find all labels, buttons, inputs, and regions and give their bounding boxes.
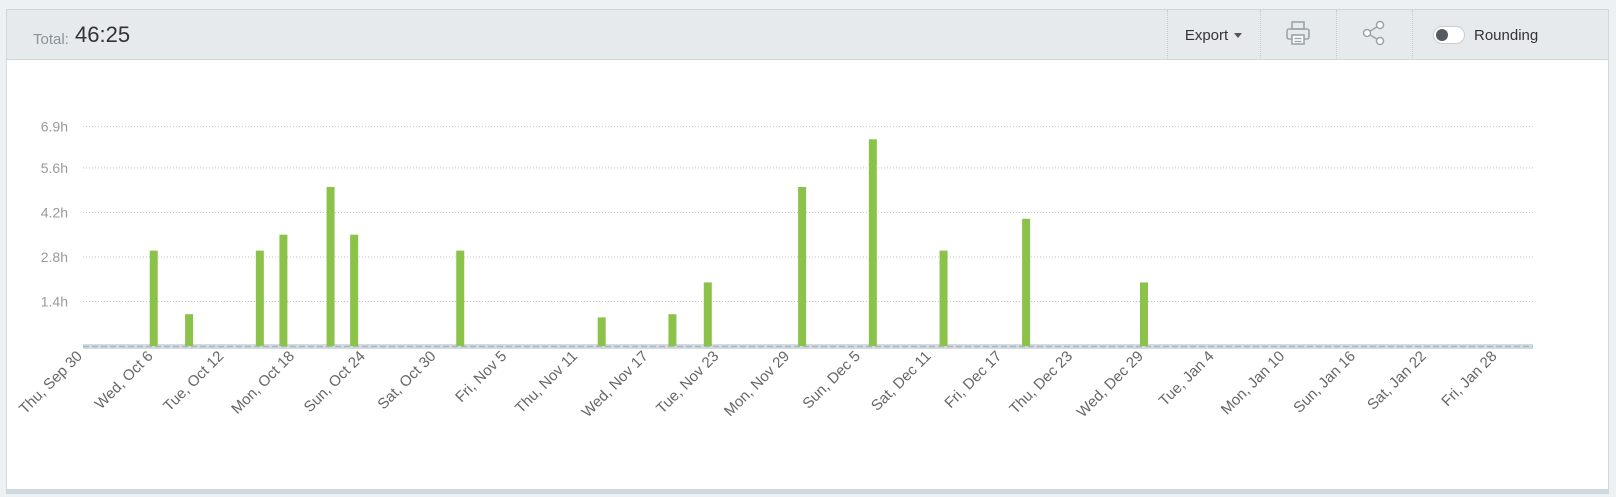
x-tick-label: Fri, Dec 17 [941,348,1005,412]
bar [869,139,877,346]
bar [1140,282,1148,346]
bar [668,314,676,346]
x-tick-label: Wed, Dec 29 [1074,348,1147,421]
bar [256,251,264,346]
share-button[interactable] [1336,10,1412,60]
rounding-toggle[interactable]: Rounding [1433,10,1538,60]
x-tick-label: Sat, Jan 22 [1364,348,1430,414]
bar [598,317,606,346]
print-button[interactable] [1260,10,1336,60]
x-tick-label: Tue, Oct 12 [160,348,227,415]
report-panel: Total: 46:25 Export [6,9,1609,494]
y-tick-label: 1.4h [41,293,68,309]
total-value: 46:25 [75,22,130,48]
toggle-knob [1436,29,1448,41]
rounding-label: Rounding [1474,27,1538,44]
bar [456,251,464,346]
y-tick-label: 4.2h [41,204,68,220]
x-tick-label: Sat, Oct 30 [374,348,439,413]
report-header: Total: 46:25 Export [7,10,1608,60]
x-tick-label: Sun, Dec 5 [799,348,864,413]
export-label: Export [1185,27,1228,44]
y-tick-label: 2.8h [41,249,68,265]
export-button[interactable]: Export [1167,10,1260,60]
bar [798,187,806,346]
printer-icon [1284,19,1312,52]
share-icon [1360,19,1388,52]
header-divider [1412,10,1413,60]
rounding-switch[interactable] [1433,26,1465,44]
x-tick-label: Mon, Nov 29 [721,348,793,420]
panel-bottom-border [7,489,1608,493]
x-tick-label: Thu, Nov 11 [512,348,581,417]
bar [279,235,287,346]
bar [350,235,358,346]
x-tick-label: Sun, Jan 16 [1290,348,1359,417]
x-tick-label: Sun, Oct 24 [301,348,369,416]
bar [327,187,335,346]
x-tick-label: Mon, Oct 18 [228,348,298,418]
bar [940,251,948,346]
x-tick-label: Fri, Nov 5 [452,348,510,406]
chevron-down-icon [1234,33,1242,38]
x-tick-label: Sat, Dec 11 [868,348,935,415]
bar [1022,219,1030,346]
x-tick-label: Wed, Nov 17 [579,348,652,421]
x-tick-label: Wed, Oct 6 [92,348,157,413]
x-tick-label: Tue, Jan 4 [1156,348,1218,410]
bar [185,314,193,346]
bar-chart: 1.4h 2.8h 4.2h 5.6h 6.9h Thu, Sep 30 Wed, Oct … [7,60,1608,485]
bar [704,282,712,346]
y-tick-label: 6.9h [41,119,68,135]
x-tick-label: Thu, Sep 30 [16,348,86,418]
x-tick-label: Fri, Jan 28 [1438,348,1500,410]
bar [150,251,158,346]
x-tick-label: Mon, Jan 10 [1218,348,1288,418]
y-tick-label: 5.6h [41,160,68,176]
total-label: Total: [33,31,69,48]
x-tick-label: Tue, Nov 23 [653,348,722,417]
x-tick-label: Thu, Dec 23 [1006,348,1076,418]
